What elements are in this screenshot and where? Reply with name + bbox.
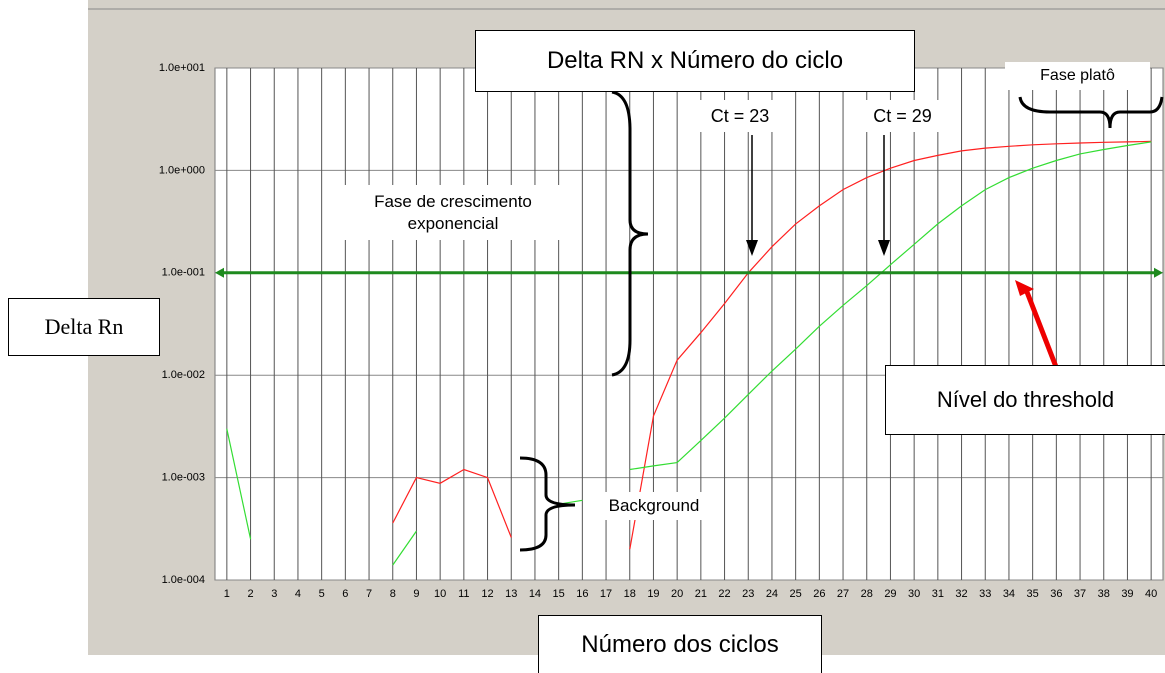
x-tick-label: 27 — [837, 588, 849, 600]
x-tick-label: 6 — [342, 588, 348, 600]
x-tick-label: 36 — [1050, 588, 1062, 600]
x-tick-label: 22 — [718, 588, 730, 600]
x-tick-label: 26 — [813, 588, 825, 600]
arrowhead — [1015, 280, 1034, 296]
x-tick-label: 8 — [390, 588, 396, 600]
x-tick-label: 40 — [1145, 588, 1157, 600]
y-tick-label: 1.0e-002 — [162, 369, 205, 381]
y-axis-label: Delta Rn — [8, 298, 160, 356]
x-tick-label: 33 — [979, 588, 991, 600]
x-tick-label: 31 — [932, 588, 944, 600]
x-tick-label: 35 — [1027, 588, 1039, 600]
annotation: Ct = 23 — [690, 100, 790, 132]
x-tick-label: 14 — [529, 588, 541, 600]
x-tick-label: 21 — [695, 588, 707, 600]
x-tick-label: 39 — [1121, 588, 1133, 600]
x-tick-label: 17 — [600, 588, 612, 600]
x-tick-label: 37 — [1074, 588, 1086, 600]
x-tick-label: 1 — [224, 588, 230, 600]
annotation: Fase platô — [1005, 62, 1150, 90]
y-tick-label: 1.0e-001 — [162, 267, 205, 279]
series-line — [392, 140, 1152, 550]
x-tick-label: 12 — [481, 588, 493, 600]
annotation: Background — [588, 492, 720, 520]
x-tick-label: 9 — [413, 588, 419, 600]
x-tick-label: 10 — [434, 588, 446, 600]
x-tick-label: 4 — [295, 588, 301, 600]
x-tick-label: 32 — [955, 588, 967, 600]
x-tick-label: 16 — [576, 588, 588, 600]
x-axis-label: Número dos ciclos — [538, 615, 822, 673]
y-tick-label: 1.0e+001 — [159, 62, 205, 74]
x-tick-label: 3 — [271, 588, 277, 600]
x-tick-label: 29 — [884, 588, 896, 600]
brace-plateau — [1018, 96, 1164, 129]
x-tick-label: 7 — [366, 588, 372, 600]
x-tick-label: 25 — [790, 588, 802, 600]
x-tick-label: 30 — [908, 588, 920, 600]
brace-exponential — [611, 90, 649, 377]
y-tick-label: 1.0e-003 — [162, 472, 205, 484]
brace-background — [519, 456, 576, 552]
x-tick-label: 13 — [505, 588, 517, 600]
x-tick-label: 20 — [671, 588, 683, 600]
arrowhead — [746, 240, 758, 256]
annotation: Nível do threshold — [885, 365, 1165, 435]
x-tick-label: 18 — [624, 588, 636, 600]
annotation: Ct = 29 — [850, 100, 955, 132]
x-tick-label: 23 — [742, 588, 754, 600]
arrowhead — [878, 240, 890, 256]
x-tick-label: 2 — [247, 588, 253, 600]
series-line — [226, 141, 1152, 566]
x-tick-label: 19 — [647, 588, 659, 600]
y-tick-label: 1.0e-004 — [162, 574, 205, 586]
y-tick-label: 1.0e+000 — [159, 164, 205, 176]
arrow-threshold — [1024, 291, 1061, 373]
x-tick-label: 15 — [553, 588, 565, 600]
chart-title: Delta RN x Número do ciclo — [475, 30, 915, 92]
x-tick-label: 24 — [766, 588, 778, 600]
x-tick-label: 38 — [1098, 588, 1110, 600]
x-tick-label: 34 — [1003, 588, 1015, 600]
annotation: Fase de crescimento exponencial — [333, 185, 573, 240]
x-tick-label: 11 — [458, 588, 469, 600]
x-tick-label: 28 — [861, 588, 873, 600]
x-tick-label: 5 — [319, 588, 325, 600]
